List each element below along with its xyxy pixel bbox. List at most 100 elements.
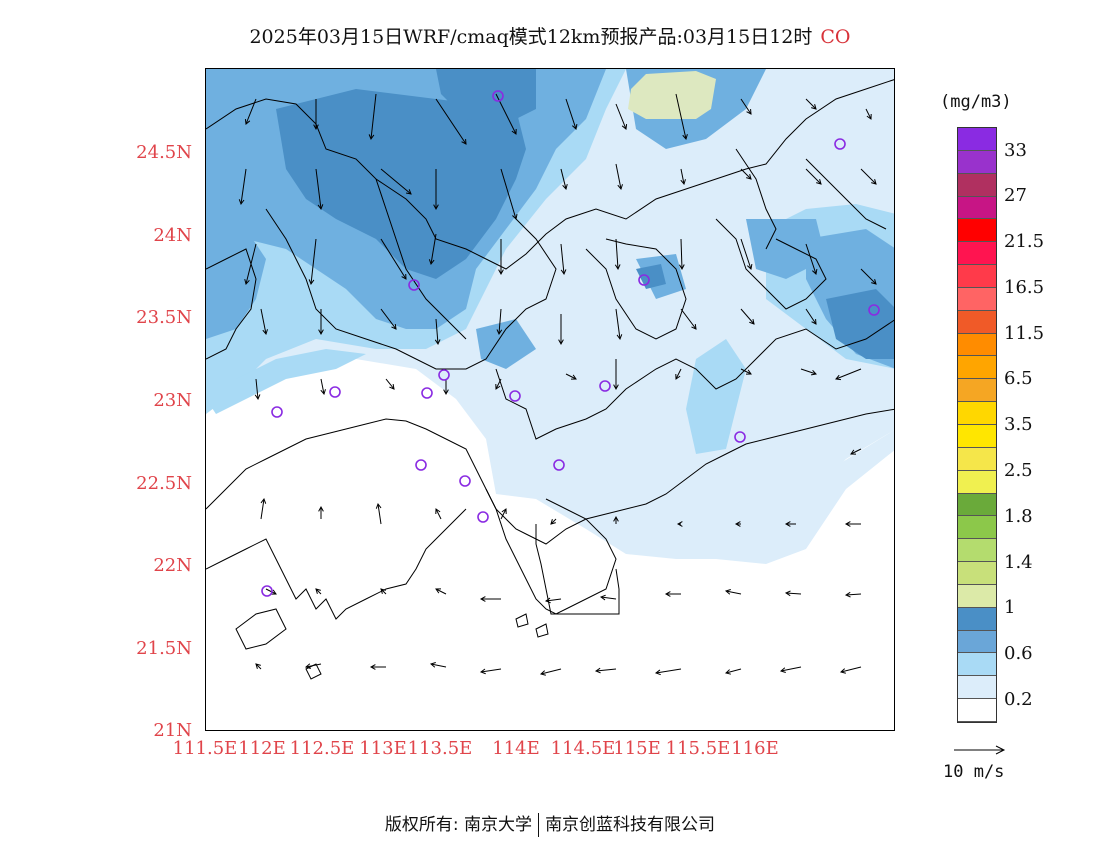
wind-arrow [320,378,325,395]
lat-tick-label: 22.5N [136,473,192,494]
colorbar-label: 21.5 [1004,231,1045,252]
wind-arrow [615,103,627,130]
pearl-river-estuary [485,488,617,615]
wind-arrow-head [391,323,397,330]
wind-arrow-head [368,134,375,141]
colorbar-cell [958,562,996,585]
wind-arrow-head [871,279,877,285]
wind-arrow [740,238,752,270]
lon-tick-label: 113.5E [407,738,473,759]
colorbar-cell [958,699,996,722]
lat-tick-label: 24.5N [136,142,192,163]
wind-arrow-head [318,329,324,336]
wind-arrow [680,238,683,270]
wind-arrow [680,308,697,330]
wind-arrow-head [654,669,661,676]
wind-arrow-head [260,497,267,504]
wind-arrow-head [501,508,507,515]
wind-arrow-head [779,667,786,673]
station-marker [834,138,846,150]
wind-arrow-head [429,662,436,668]
colorbar-cell [958,150,996,174]
wind-arrow-head [835,374,842,381]
wind-arrow [740,168,752,180]
wind-arrow-head [691,323,697,330]
peninsula [535,524,620,615]
lon-tick-label: 116E [731,738,779,759]
colorbar-label: 1.8 [1004,506,1033,527]
wind-arrow [595,668,617,672]
wind-vectors [238,93,877,676]
copyright-footer: 版权所有: 南京大学 南京创蓝科技有限公司 [0,810,1100,837]
wind-arrow [550,518,557,525]
wind-arrow [740,98,752,115]
forecast-map[interactable] [205,68,895,731]
wind-arrow [430,663,447,668]
colorbar-cell [958,402,996,425]
wind-arrow [500,508,507,520]
wind-arrow-head [844,591,851,598]
wind-arrow-head [375,502,382,509]
colorbar-label: 3.5 [1004,414,1033,435]
wind-arrow [495,378,502,390]
wind-arrow-head [443,389,449,396]
wind-arrow [480,668,502,673]
wind-arrow-head [496,329,503,336]
wind-arrow-head [724,589,731,595]
wind-arrow [305,663,322,668]
wind-arrow [840,666,862,673]
wind-arrow [615,238,619,270]
colorbar-label: 0.6 [1004,643,1033,664]
colorbar-label: 27 [1004,185,1027,206]
wind-arrow-head [664,591,671,597]
wind-arrow [380,238,407,280]
station-marker [408,279,420,291]
colorbar-cell [958,196,996,220]
station-marker [734,431,746,443]
wind-arrow-head [313,124,319,131]
boundaries [206,79,894,680]
wind-arrow-head [679,264,685,271]
wind-arrow-head [262,329,268,336]
wind-arrow-head [320,389,326,396]
wind-arrow [377,503,382,525]
vector-reference-label: 10 m/s [943,762,1005,782]
colorbar-label: 2.5 [1004,460,1033,481]
footer-left: 版权所有: 南京大学 [384,815,533,835]
county-boundary-8 [805,158,887,230]
contour-level-4 [276,89,526,279]
colorbar-cell [958,630,996,654]
coastline [206,408,894,545]
wind-arrow [560,243,565,275]
contour-level-4d [636,264,666,289]
wind-arrow-head [676,521,683,527]
colorbar-cell [958,516,996,540]
wind-arrow-head [244,279,250,286]
wind-arrow-head [539,670,546,676]
wind-arrow-head [746,263,753,270]
station-marker [438,369,450,381]
wind-arrow-head [433,204,439,211]
lon-tick-label: 113E [359,738,407,759]
wind-arrow [498,308,502,335]
wind-arrow-head [558,339,564,346]
wind-arrow-head [369,664,376,670]
wind-arrow-head [850,449,857,455]
colorbar-cell [958,265,996,288]
vector-reference-arrow [954,745,1006,755]
wind-arrow [860,168,877,185]
lon-tick-label: 112E [238,738,286,759]
wind-arrow-head [680,179,686,186]
wind-arrow-head [570,374,577,380]
wind-arrow-head [724,669,731,675]
colorbar-cell [958,287,996,311]
wind-arrow [675,93,687,140]
lon-tick-label: 114.5E [550,738,616,759]
station-marker [477,511,489,523]
wind-arrow [255,378,259,400]
colorbar-cell [958,310,996,334]
wind-arrow [565,98,577,130]
wind-arrow-head [682,134,688,141]
contour-level-3f [476,319,536,369]
colorbar-label: 16.5 [1004,277,1045,298]
